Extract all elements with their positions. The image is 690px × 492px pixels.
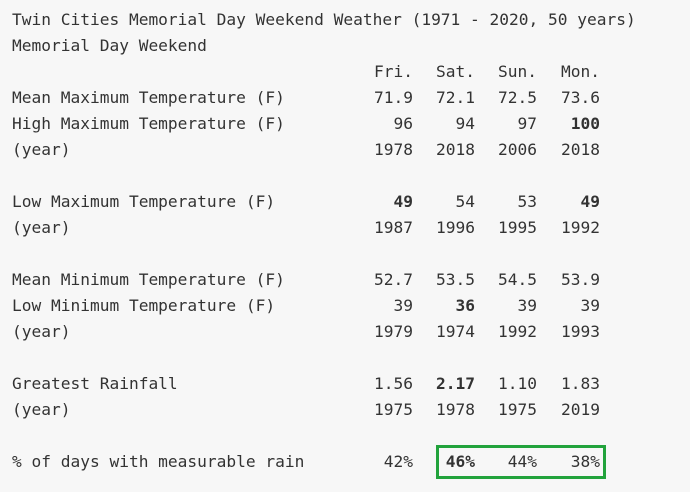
row-value: 38% <box>570 452 600 471</box>
row-value: 1987 <box>374 218 413 237</box>
row-value: 42% <box>383 452 413 471</box>
row-value: 44% <box>507 452 537 471</box>
row-value: 1979 <box>374 322 413 341</box>
row-value: 97 <box>517 114 538 133</box>
row-value: 39 <box>517 296 538 315</box>
row-label: Mean Minimum Temperature (F) <box>12 270 285 289</box>
rain-highlight-box <box>436 445 606 479</box>
row-value: 49 <box>580 192 601 211</box>
table-row: Low Minimum Temperature (F) 39 36 39 39 <box>12 296 612 316</box>
row-value: 1975 <box>498 400 537 419</box>
day-header-sat: Sat. <box>436 62 475 81</box>
table-row: Mean Maximum Temperature (F) 71.9 72.1 7… <box>12 88 612 108</box>
table-row: % of days with measurable rain 42% 46% 4… <box>12 452 612 472</box>
row-value: 1992 <box>561 218 600 237</box>
table-row: Greatest Rainfall 1.56 2.17 1.10 1.83 <box>12 374 612 394</box>
row-value: 1978 <box>374 140 413 159</box>
day-header-sun: Sun. <box>498 62 537 81</box>
table-row: Mean Minimum Temperature (F) 52.7 53.5 5… <box>12 270 612 290</box>
table-row: (year) 1978 2018 2006 2018 <box>12 140 612 160</box>
row-value: 46% <box>445 452 475 471</box>
row-value: 1996 <box>436 218 475 237</box>
row-value: 1.83 <box>561 374 600 393</box>
row-label: Mean Maximum Temperature (F) <box>12 88 285 107</box>
row-value: 1.56 <box>374 374 413 393</box>
row-value: 1992 <box>498 322 537 341</box>
row-value: 94 <box>455 114 476 133</box>
day-header-row: Fri. Sat. Sun. Mon. <box>12 62 612 82</box>
row-value: 72.1 <box>436 88 475 107</box>
row-label: (year) <box>12 322 71 341</box>
row-label: Low Minimum Temperature (F) <box>12 296 276 315</box>
table-row: (year) 1975 1978 1975 2019 <box>12 400 612 420</box>
table-row: Low Maximum Temperature (F) 49 54 53 49 <box>12 192 612 212</box>
row-value: 36 <box>455 296 476 315</box>
row-value: 52.7 <box>374 270 413 289</box>
page-title: Twin Cities Memorial Day Weekend Weather… <box>12 10 636 29</box>
row-value: 53 <box>517 192 538 211</box>
page-subtitle: Memorial Day Weekend <box>12 36 207 55</box>
row-value: 54 <box>455 192 476 211</box>
table-row: High Maximum Temperature (F) 96 94 97 10… <box>12 114 612 134</box>
row-value: 53.9 <box>561 270 600 289</box>
row-label: Greatest Rainfall <box>12 374 178 393</box>
row-value: 49 <box>393 192 414 211</box>
row-label: Low Maximum Temperature (F) <box>12 192 276 211</box>
row-value: 72.5 <box>498 88 537 107</box>
row-value: 1975 <box>374 400 413 419</box>
row-label: High Maximum Temperature (F) <box>12 114 285 133</box>
row-value: 2018 <box>436 140 475 159</box>
row-value: 54.5 <box>498 270 537 289</box>
row-value: 100 <box>570 114 600 133</box>
table-row: (year) 1987 1996 1995 1992 <box>12 218 612 238</box>
row-value: 39 <box>580 296 601 315</box>
row-value: 1.10 <box>498 374 537 393</box>
row-value: 1995 <box>498 218 537 237</box>
row-value: 1974 <box>436 322 475 341</box>
row-value: 1993 <box>561 322 600 341</box>
table-row: (year) 1979 1974 1992 1993 <box>12 322 612 342</box>
row-label: (year) <box>12 140 71 159</box>
row-value: 39 <box>393 296 414 315</box>
row-value: 96 <box>393 114 414 133</box>
row-value: 1978 <box>436 400 475 419</box>
row-value: 2019 <box>561 400 600 419</box>
row-value: 53.5 <box>436 270 475 289</box>
row-label: (year) <box>12 400 71 419</box>
row-value: 2.17 <box>436 374 475 393</box>
row-value: 73.6 <box>561 88 600 107</box>
row-value: 2006 <box>498 140 537 159</box>
row-label: % of days with measurable rain <box>12 452 305 471</box>
row-value: 71.9 <box>374 88 413 107</box>
row-label: (year) <box>12 218 71 237</box>
row-value: 2018 <box>561 140 600 159</box>
day-header-fri: Fri. <box>374 62 413 81</box>
day-header-mon: Mon. <box>561 62 600 81</box>
